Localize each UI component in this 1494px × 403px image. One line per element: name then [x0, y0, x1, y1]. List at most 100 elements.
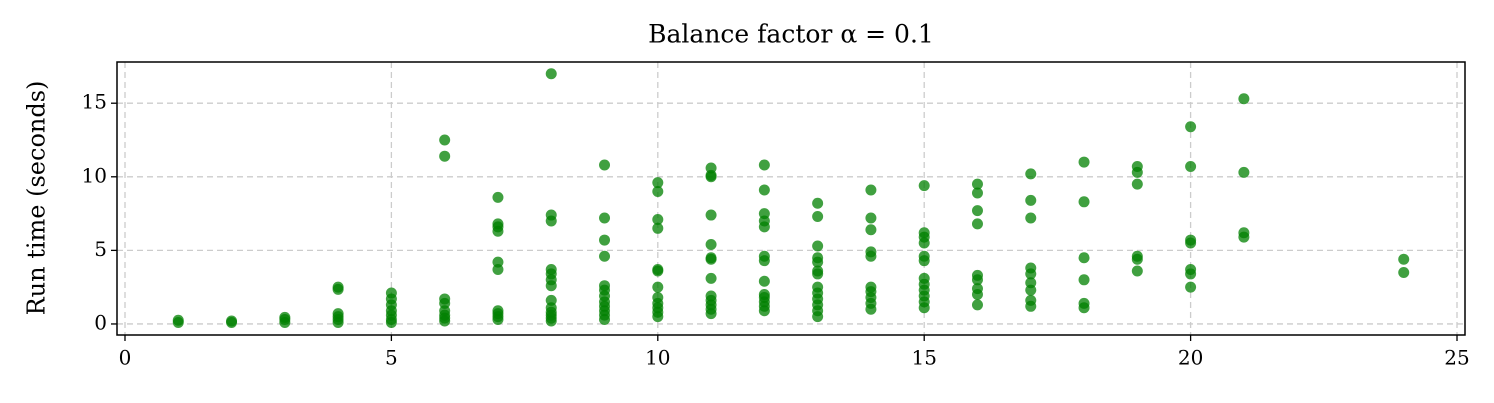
point — [652, 222, 664, 234]
point — [545, 264, 557, 276]
point — [705, 162, 717, 174]
point — [971, 187, 983, 199]
point — [1185, 234, 1197, 246]
point — [812, 197, 824, 209]
point — [1185, 121, 1197, 133]
point — [1078, 252, 1090, 264]
y-tick-label: 0 — [94, 310, 107, 334]
point — [599, 159, 611, 171]
point — [812, 252, 824, 264]
point — [492, 256, 504, 268]
point — [385, 287, 397, 299]
point — [1185, 281, 1197, 293]
point — [918, 272, 930, 284]
point — [652, 264, 664, 276]
x-tick-label: 25 — [1444, 346, 1469, 370]
point — [971, 218, 983, 230]
point — [652, 213, 664, 225]
point — [1185, 264, 1197, 276]
point — [705, 238, 717, 250]
point — [812, 265, 824, 277]
point — [1078, 156, 1090, 168]
point — [332, 281, 344, 293]
point — [1398, 266, 1410, 278]
point — [1025, 212, 1037, 224]
point — [812, 211, 824, 223]
point — [1025, 194, 1037, 206]
point — [971, 283, 983, 295]
point — [865, 212, 877, 224]
point — [332, 308, 344, 320]
point — [865, 281, 877, 293]
point — [1131, 178, 1143, 190]
point — [545, 294, 557, 306]
point — [971, 299, 983, 311]
point — [1025, 294, 1037, 306]
point — [545, 209, 557, 221]
point — [652, 281, 664, 293]
point — [865, 184, 877, 196]
point — [1025, 168, 1037, 180]
point — [492, 305, 504, 317]
y-axis-label: Run time (seconds) — [23, 81, 51, 316]
point — [705, 209, 717, 221]
point — [918, 227, 930, 239]
point — [172, 314, 184, 326]
x-tick-label: 10 — [645, 346, 670, 370]
point — [971, 178, 983, 190]
point — [865, 246, 877, 258]
point — [545, 68, 557, 80]
point — [652, 291, 664, 303]
point — [758, 208, 770, 220]
point — [599, 212, 611, 224]
point — [652, 177, 664, 189]
point — [439, 293, 451, 305]
point — [652, 186, 664, 198]
point — [599, 234, 611, 246]
point — [1398, 253, 1410, 265]
chart-title: Balance factor α = 0.1 — [648, 20, 934, 49]
point — [439, 134, 451, 146]
point — [758, 184, 770, 196]
point — [599, 280, 611, 292]
point — [1025, 277, 1037, 289]
point — [758, 159, 770, 171]
y-tick-label: 15 — [82, 90, 107, 114]
point — [705, 290, 717, 302]
x-tick-label: 0 — [119, 346, 132, 370]
point — [1131, 265, 1143, 277]
point — [758, 250, 770, 262]
x-tick-label: 15 — [911, 346, 936, 370]
point — [758, 289, 770, 301]
point — [812, 281, 824, 293]
point — [971, 205, 983, 217]
point — [758, 275, 770, 287]
point — [1078, 196, 1090, 208]
y-tick-label: 5 — [94, 237, 107, 261]
point — [1131, 250, 1143, 262]
point — [812, 240, 824, 252]
point — [1238, 93, 1250, 105]
point — [1185, 160, 1197, 172]
y-tick-label: 10 — [82, 163, 107, 187]
point — [1238, 166, 1250, 178]
point — [1078, 297, 1090, 309]
point — [1078, 274, 1090, 286]
x-tick-label: 20 — [1178, 346, 1203, 370]
point — [971, 269, 983, 281]
point — [918, 180, 930, 192]
point — [492, 218, 504, 230]
point — [1238, 227, 1250, 239]
point — [918, 250, 930, 262]
point — [599, 250, 611, 262]
point — [705, 252, 717, 264]
point — [865, 224, 877, 236]
point — [439, 150, 451, 162]
plot-frame — [116, 61, 1466, 336]
point — [492, 191, 504, 203]
point — [226, 315, 238, 327]
point — [279, 311, 291, 323]
point — [705, 272, 717, 284]
x-tick-label: 5 — [385, 346, 398, 370]
